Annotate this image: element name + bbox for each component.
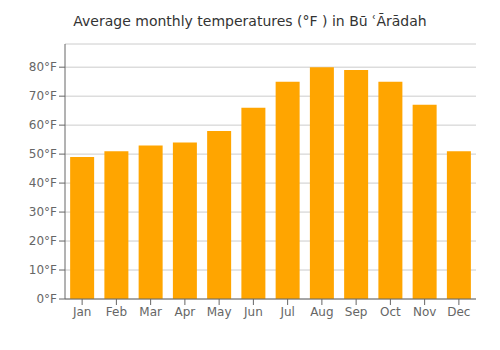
svg-text:10°F: 10°F <box>29 263 57 277</box>
svg-text:40°F: 40°F <box>29 176 57 190</box>
svg-text:Nov: Nov <box>413 305 436 319</box>
svg-text:20°F: 20°F <box>29 234 57 248</box>
svg-text:Dec: Dec <box>447 305 470 319</box>
svg-text:Sep: Sep <box>345 305 368 319</box>
svg-text:Jan: Jan <box>72 305 92 319</box>
svg-text:Feb: Feb <box>106 305 127 319</box>
svg-text:May: May <box>207 305 232 319</box>
svg-text:50°F: 50°F <box>29 147 57 161</box>
svg-text:Jul: Jul <box>279 305 294 319</box>
svg-text:30°F: 30°F <box>29 205 57 219</box>
svg-text:80°F: 80°F <box>29 60 57 74</box>
svg-text:Mar: Mar <box>139 305 162 319</box>
svg-text:0°F: 0°F <box>36 292 57 306</box>
svg-text:Aug: Aug <box>310 305 333 319</box>
html-text:Average monthly temperatures (: Average monthly temperatures (°F ) in Bū… <box>73 13 427 29</box>
svg-text:Oct: Oct <box>380 305 401 319</box>
svg-text:60°F: 60°F <box>29 118 57 132</box>
svg-text:Jun: Jun <box>243 305 263 319</box>
svg-text:Apr: Apr <box>174 305 195 319</box>
svg-text:70°F: 70°F <box>29 89 57 103</box>
